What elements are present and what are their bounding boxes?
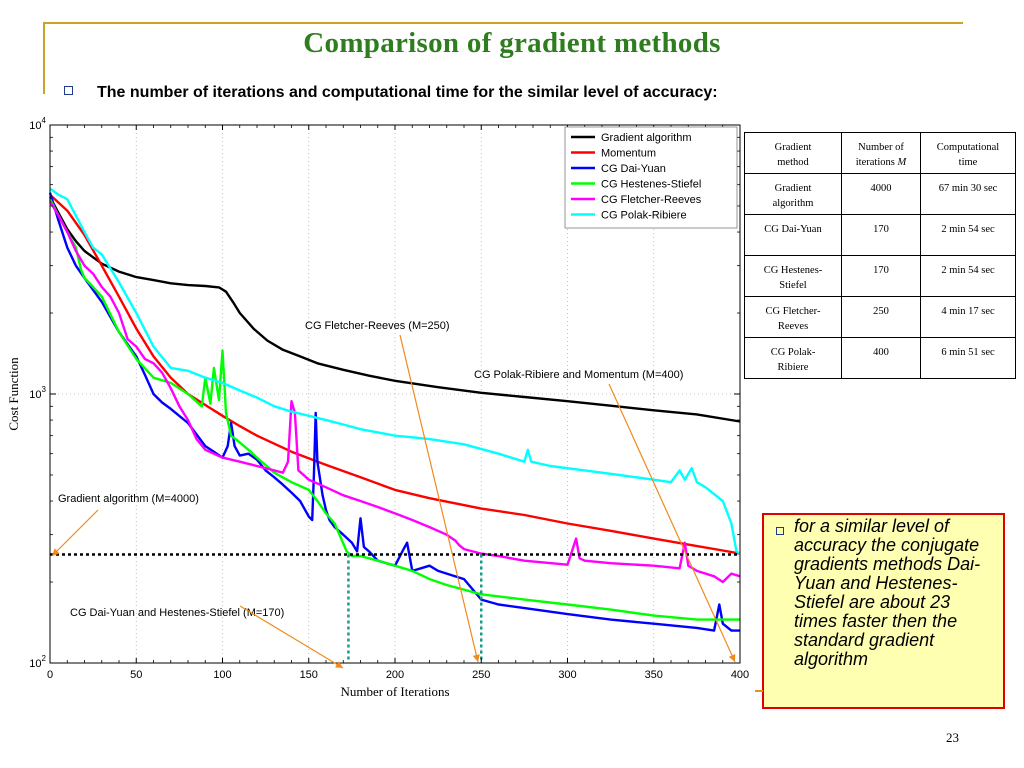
- bullet-text: The number of iterations and computation…: [97, 84, 718, 101]
- y-tick-label: 104: [29, 116, 46, 132]
- annotation-arrow: [608, 383, 736, 663]
- table-row: Gradient algorithm 4000 67 min 30 sec: [744, 173, 1016, 215]
- x-tick-label: 100: [213, 669, 231, 681]
- bullet-item: The number of iterations and computation…: [64, 84, 718, 102]
- cost-function-chart: 0 50 100 150 200 250 300 350 400 102 103 104 CG Fle…: [6, 116, 749, 699]
- table-header-cell: Gradient method: [744, 132, 842, 174]
- time-cell: 2 min 54 sec: [920, 255, 1016, 297]
- table-header-cell: Computational time: [920, 132, 1016, 174]
- table-row: CG Polak- Ribiere 400 6 min 51 sec: [744, 337, 1016, 379]
- dai-yuan-annotation: CG Dai-Yuan and Hestenes-Stiefel (M=170): [70, 607, 284, 619]
- square-bullet-icon: [64, 86, 73, 96]
- legend-box: [564, 126, 738, 229]
- annotation-arrow: [51, 509, 99, 557]
- iterations-cell: 170: [841, 255, 921, 297]
- gradient-algorithm-line: [48, 196, 741, 423]
- top-border-line: [43, 22, 963, 24]
- y-tick-label: 102: [29, 654, 46, 670]
- cg-dai-yuan-line: [48, 192, 740, 632]
- table-row: CG Hestenes- Stiefel 170 2 min 54 sec: [744, 255, 1016, 297]
- polak-ribiere-annotation: CG Polak-Ribiere and Momentum (M=400): [474, 369, 683, 381]
- cg-polak-ribiere-line: [49, 187, 741, 555]
- iterations-cell: 400: [841, 337, 921, 379]
- legend-label: CG Polak-Ribiere: [601, 210, 687, 222]
- reference-lines-layer: [50, 553, 740, 663]
- x-tick-label: 200: [386, 669, 404, 681]
- x-tick-label: 50: [130, 669, 142, 681]
- annotation-layer: CG Fletcher-Reeves (M=250) CG Polak-Ribie…: [51, 320, 736, 669]
- cg-hestenes-stiefel-line: [48, 198, 740, 621]
- results-table: Gradient method Number of iterations M Com…: [744, 132, 1016, 379]
- legend-label: CG Hestenes-Stiefel: [601, 179, 701, 191]
- legend-label: CG Fletcher-Reeves: [601, 194, 702, 206]
- y-axis-label: Cost Function: [6, 357, 21, 431]
- x-axis-label: Number of Iterations: [340, 684, 449, 699]
- y-tick-label: 103: [29, 385, 46, 401]
- method-cell: CG Fletcher- Reeves: [744, 296, 842, 338]
- x-tick-label: 0: [47, 669, 53, 681]
- legend-label: CG Dai-Yuan: [601, 163, 666, 175]
- x-tick-label: 350: [645, 669, 663, 681]
- legend: Gradient algorithm Momentum CG Dai-Yuan CG …: [564, 126, 738, 229]
- cg-fletcher-reeves-line: [48, 200, 741, 584]
- conclusion-note: for a similar level of accuracy the conj…: [762, 513, 1005, 709]
- annotation-arrow: [399, 334, 480, 663]
- slide-title: Comparison of gradient methods: [303, 27, 721, 59]
- orange-connector: [755, 690, 763, 692]
- time-cell: 67 min 30 sec: [920, 173, 1016, 215]
- legend-label: Gradient algorithm: [601, 132, 692, 144]
- fletcher-reeves-annotation: CG Fletcher-Reeves (M=250): [305, 320, 450, 332]
- iterations-cell: 4000: [841, 173, 921, 215]
- iterations-cell: 250: [841, 296, 921, 338]
- x-tick-label: 400: [731, 669, 749, 681]
- table-header-row: Gradient method Number of iterations M Com…: [744, 132, 1016, 174]
- iterations-cell: 170: [841, 214, 921, 256]
- time-cell: 2 min 54 sec: [920, 214, 1016, 256]
- legend-label: Momentum: [601, 148, 656, 160]
- time-cell: 6 min 51 sec: [920, 337, 1016, 379]
- table-header-cell: Number of iterations M: [841, 132, 921, 174]
- x-tick-label: 150: [300, 669, 318, 681]
- annotation-arrow: [239, 605, 344, 669]
- series-layer: [48, 187, 741, 632]
- left-border-line: [43, 22, 45, 94]
- method-cell: CG Hestenes- Stiefel: [744, 255, 842, 297]
- table-row: CG Dai-Yuan 170 2 min 54 sec: [744, 214, 1016, 256]
- conclusion-text: for a similar level of accuracy the conj…: [794, 516, 981, 669]
- gradient-algorithm-annotation: Gradient algorithm (M=4000): [58, 493, 199, 505]
- square-bullet-icon: [776, 527, 784, 535]
- time-cell: 4 min 17 sec: [920, 296, 1016, 338]
- method-cell: Gradient algorithm: [744, 173, 842, 215]
- tick-layer: 0 50 100 150 200 250 300 350 400 102 103 104: [29, 116, 749, 681]
- momentum-line: [49, 193, 741, 555]
- table-row: CG Fletcher- Reeves 250 4 min 17 sec: [744, 296, 1016, 338]
- x-tick-label: 300: [558, 669, 576, 681]
- x-tick-label: 250: [472, 669, 490, 681]
- method-cell: CG Polak- Ribiere: [744, 337, 842, 379]
- method-cell: CG Dai-Yuan: [744, 214, 842, 256]
- page-number: 23: [946, 730, 959, 745]
